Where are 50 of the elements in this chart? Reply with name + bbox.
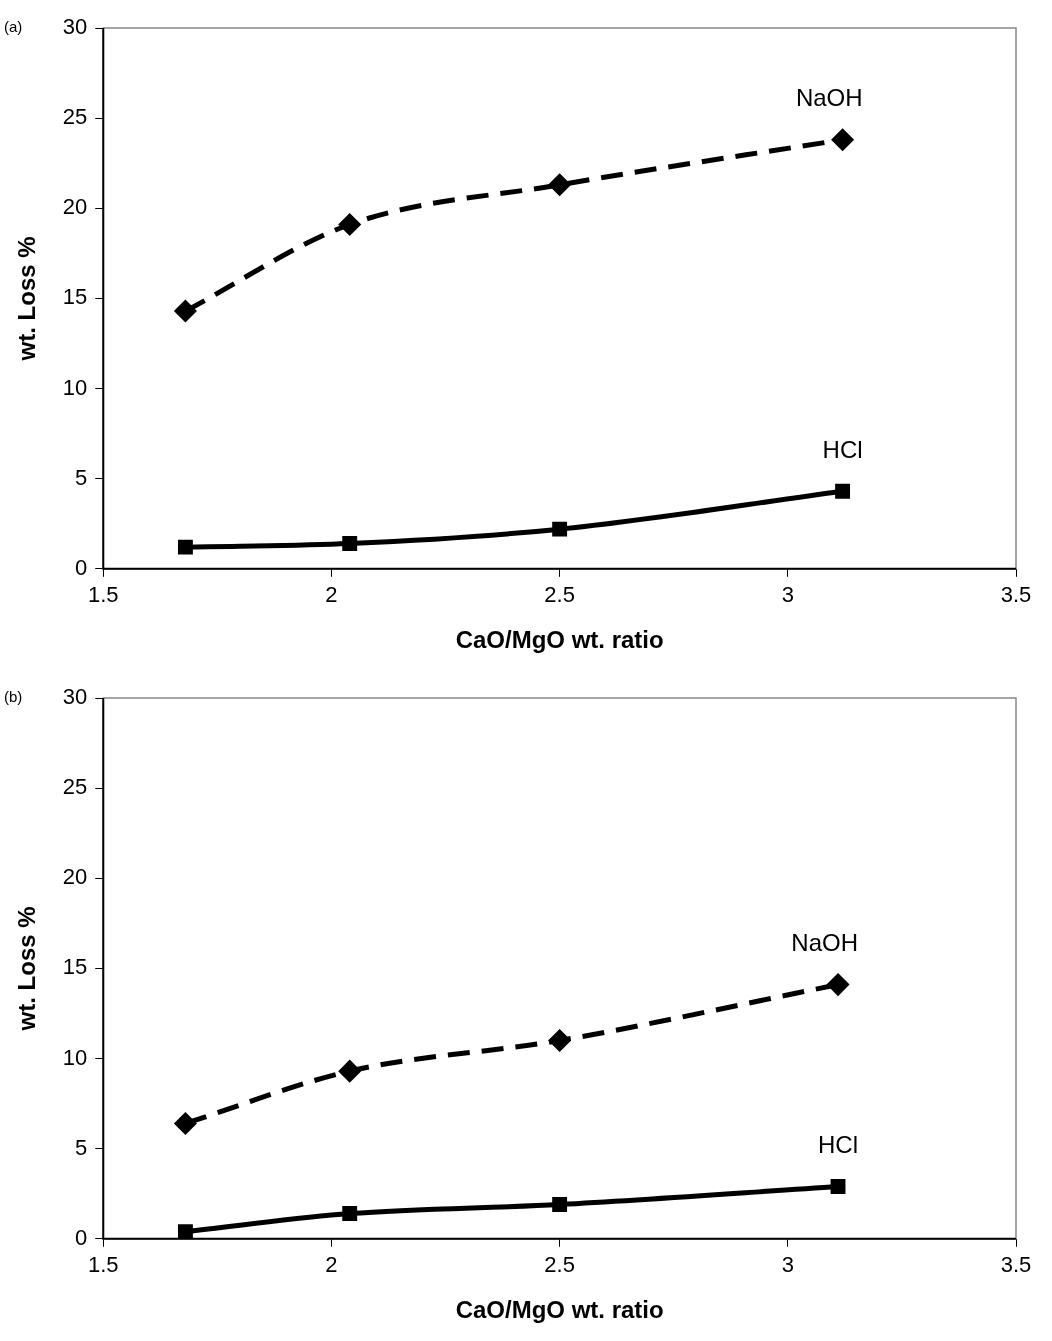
y-tick-label: 20 [62,864,88,890]
series-label: HCl [818,1131,859,1159]
point [832,129,854,151]
series-label: HCl [822,435,863,463]
series-label: NaOH [795,84,863,112]
y-axis-title: wt. Loss % [13,906,41,1032]
y-axis-title: wt. Loss % [13,236,41,362]
point [830,1179,846,1194]
point [174,1112,196,1134]
chart-title: (b) [4,688,23,706]
point [835,483,851,499]
x-tick-label: 1.5 [87,582,119,608]
point [549,174,571,196]
y-tick-label: 25 [62,104,88,130]
point [342,1206,358,1222]
y-tick-label: 15 [62,284,88,310]
point [177,1224,193,1239]
y-tick-label: 10 [62,374,88,400]
y-tick-label: 0 [75,554,88,580]
point [339,1060,361,1082]
y-tick-label: 0 [75,1224,88,1250]
point [339,213,361,235]
point [827,974,849,996]
y-tick-label: 30 [62,14,88,40]
y-tick-label: 20 [62,194,88,220]
x-tick-label: 3.5 [1000,582,1032,608]
point [342,536,358,552]
y-tick-label: 5 [75,464,88,490]
x-tick-label: 3 [781,582,794,608]
y-tick-label: 5 [75,1134,88,1160]
chart-title: (a) [4,18,23,36]
y-tick-label: 15 [62,954,88,980]
point [552,1197,568,1212]
x-axis-title: CaO/MgO wt. ratio [455,626,664,654]
y-tick-label: 30 [62,684,88,710]
x-tick-label: 2.5 [544,1252,575,1278]
point [174,300,196,322]
point [549,1030,571,1052]
x-tick-label: 3 [781,1252,794,1278]
x-axis-title: CaO/MgO wt. ratio [455,1296,664,1324]
x-tick-label: 1.5 [87,1252,119,1278]
x-tick-label: 2.5 [544,582,575,608]
x-tick-label: 2 [325,1252,338,1278]
series-label: NaOH [791,929,859,957]
point [177,539,193,555]
x-tick-label: 3.5 [1000,1252,1032,1278]
y-tick-label: 10 [62,1044,88,1070]
x-tick-label: 2 [325,582,338,608]
point [552,521,568,537]
y-tick-label: 25 [62,774,88,800]
